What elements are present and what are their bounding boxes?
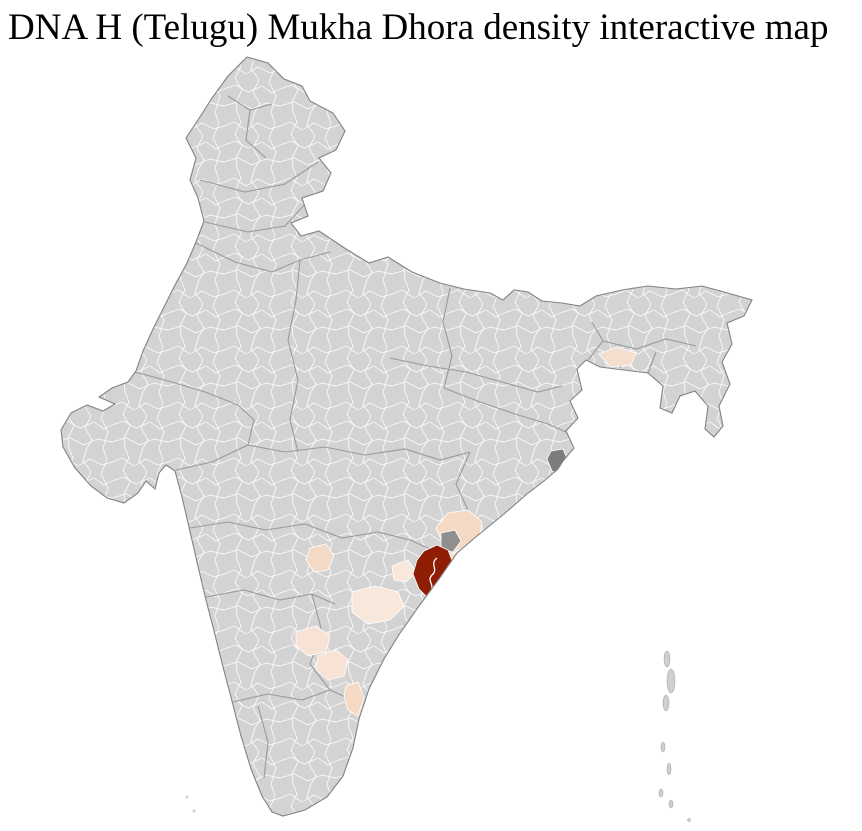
district-rayalaseema-east-very-low[interactable]: [315, 649, 349, 681]
district-godavari-very-low[interactable]: [351, 585, 405, 625]
andaman-nicobar-islands[interactable]: [658, 650, 691, 822]
page-title: DNA H (Telugu) Mukha Dhora density inter…: [8, 7, 829, 48]
district-central-very-low[interactable]: [391, 559, 417, 583]
district-rayalaseema-west-very-low[interactable]: [295, 625, 331, 657]
lakshadweep-islands: [185, 795, 196, 813]
district-telangana-low[interactable]: [305, 543, 335, 573]
district-tamilnadu-coast-low[interactable]: [343, 681, 365, 717]
district-subboundary-mark: [429, 557, 438, 593]
district-assam-low[interactable]: [598, 346, 637, 368]
district-boundaries-texture: [61, 57, 752, 816]
district-neighbor-gray[interactable]: [440, 529, 462, 553]
